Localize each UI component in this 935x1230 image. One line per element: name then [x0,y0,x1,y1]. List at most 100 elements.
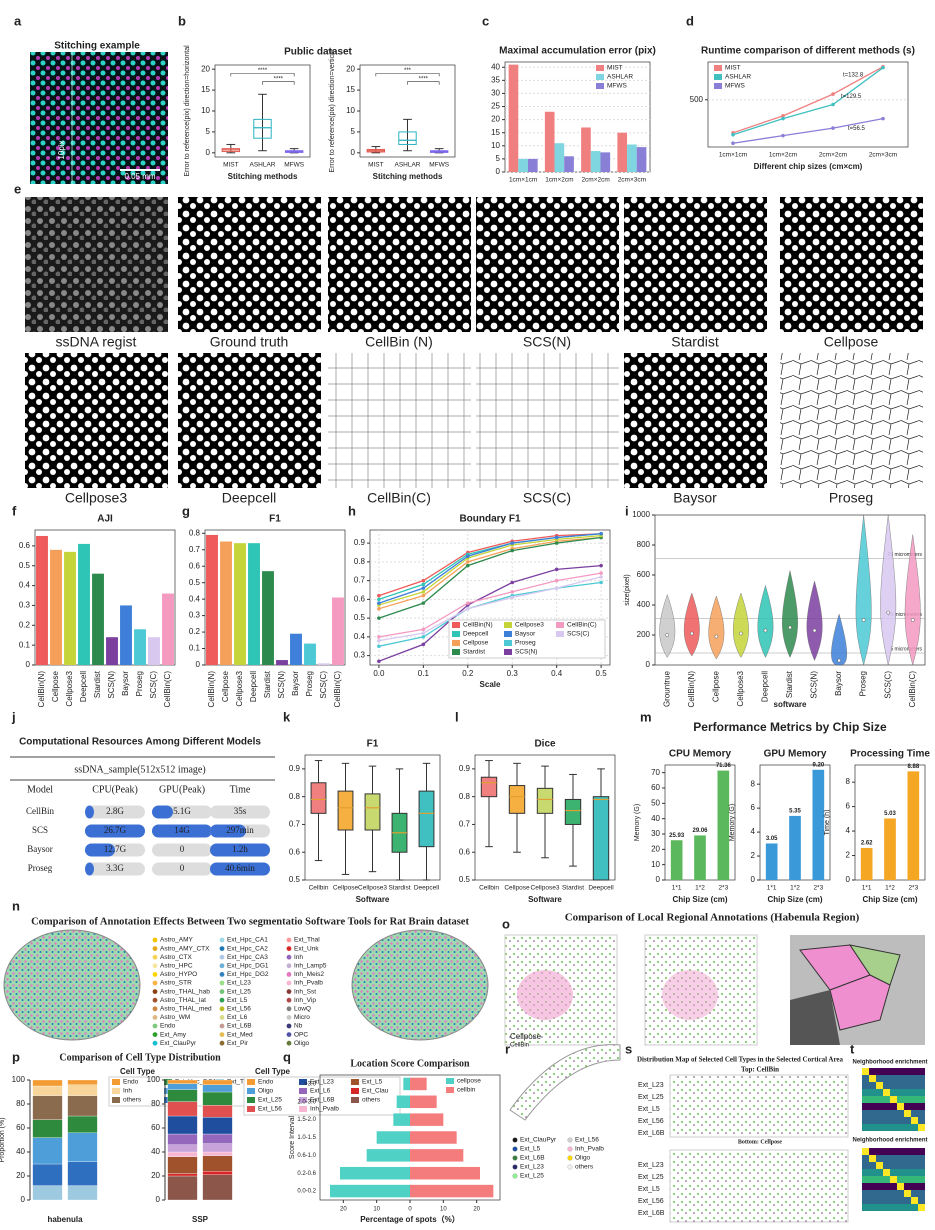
heatmap-cell [876,1155,883,1162]
legend-label: Ext_Hpc_DG1 [227,963,269,970]
heatmap-cell [904,1089,911,1096]
scale-label: 0.05 mm [124,172,155,181]
marker [554,535,559,540]
legend-label: MIST [607,65,623,72]
heatmap-cell [918,1148,925,1155]
panel-letter: f [12,503,17,518]
legend-swatch [219,997,225,1003]
x-tick-label: Proseg [859,671,868,696]
legend-label: Ext_L6B [310,1097,335,1104]
bar-segment [167,1173,198,1177]
y-tick-label: 5 [496,154,501,163]
subtitle: Top: CellBin [741,1066,779,1074]
table-cell: 0 [180,844,185,854]
panel-letter: p [12,1049,20,1064]
table-cell: 26.7G [104,825,127,835]
y-tick-label: 0 [351,148,356,157]
y-axis-label: Memory (G) [634,804,641,841]
table-cell: SCS [32,825,48,835]
legend-swatch [452,622,460,628]
y-tick-label: 0.8 [289,792,301,801]
bar-segment [202,1174,233,1201]
y-tick-label: 20 [346,64,355,73]
line [732,67,884,136]
heatmap-cell [869,1162,876,1169]
bar [248,543,260,665]
marker [377,635,381,639]
segmentation-image [178,353,321,488]
bar [78,543,90,665]
y-tick-label: 0.2 [189,627,201,636]
line [378,576,602,642]
line [378,572,602,638]
x-tick-label: Deepcell [588,885,614,892]
legend-label: Astro_AMY [160,937,194,944]
panel-title: Distribution Map of Selected Cell Types … [637,1056,844,1064]
legend-label: Ext_Hpc_CA2 [227,945,268,952]
y-tick-label: 1.0-1.5 [297,1135,316,1141]
legend-label: cellpose [457,1078,481,1085]
heatmap-cell [890,1124,897,1131]
atlas-region [829,974,891,1031]
heatmap-cell [897,1183,904,1190]
heatmap-cell [904,1103,911,1110]
heatmap-cell [890,1068,897,1075]
median [714,634,719,639]
bar [508,64,519,172]
panel-letter: s [625,1041,632,1056]
legend-box [448,619,606,659]
heatmap-cell [897,1190,904,1197]
marker [421,642,426,647]
y-tick-label: 5 [351,127,356,136]
legend-swatch [152,954,158,960]
legend-swatch [152,980,158,986]
panel-letter: a [14,13,22,28]
heatmap-cell [904,1148,911,1155]
box [480,776,498,798]
heatmap-cell [918,1110,925,1117]
image-caption: Stardist [671,334,719,350]
marker [781,114,785,118]
bar-segment [202,1105,233,1118]
legend-label: Ext_Amy [160,1031,187,1038]
panel-letter: r [505,1041,510,1056]
brain-image [3,929,141,1041]
heatmap-cell [890,1204,897,1211]
heatmap-cell [862,1148,869,1155]
heatmap-cell [883,1190,890,1197]
subtitle: Neighborhood enrichment [853,1138,928,1144]
legend-swatch [714,74,722,80]
legend-label: LowQ [294,1006,311,1013]
y-tick-label: 15 [491,128,500,137]
y-tick-label: 0.3 [354,651,366,660]
legend-label: Ext_L6B [227,1023,252,1030]
x-tick-label: SCS(C) [883,671,892,699]
violin [757,584,774,658]
significance-label: **** [419,76,429,82]
heatmap-cell [883,1117,890,1124]
marker [377,597,381,602]
legend-title: Cell Type [255,1067,291,1076]
heatmap-cell [904,1096,911,1103]
image-label: CellBin [510,1043,529,1049]
heatmap-cell [869,1082,876,1089]
box [536,787,554,814]
legend-swatch [512,1146,518,1152]
y-tick-label: 40 [491,62,500,71]
heatmap-cell [883,1096,890,1103]
x-axis-label: Chip Size (cm) [767,895,822,904]
marker [377,593,381,598]
heatmap-cell [890,1082,897,1089]
legend-label: MIST [725,65,741,72]
row-label: Ext_L23 [638,1082,664,1089]
bar-segment [167,1083,198,1090]
legend-label: Ext_Unk [294,945,319,952]
x-tick-label: SCS(N) [277,671,286,699]
violin [683,592,700,657]
bar-segment [202,1155,233,1172]
annotation: t=56.5 [848,126,866,132]
bar [670,840,683,880]
x-tick-label: SCS(N) [107,671,116,699]
x-tick-label: 1*1 [672,885,682,892]
